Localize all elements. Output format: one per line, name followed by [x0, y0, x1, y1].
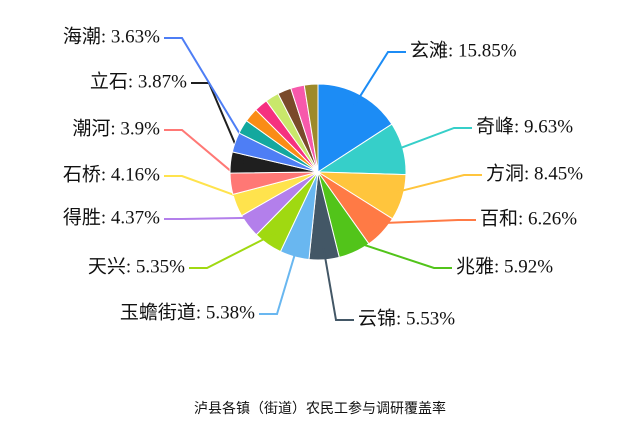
slice-label: 立石: 3.87% [90, 70, 187, 92]
slice-label: 方洞: 8.45% [486, 162, 583, 184]
leader-line [164, 129, 245, 183]
pie-slice [303, 83, 319, 173]
slice-label: 奇峰: 9.63% [476, 115, 573, 137]
leader-line [259, 243, 299, 315]
leader-line [389, 127, 472, 153]
slice-label: 得胜: 4.37% [63, 206, 160, 228]
slice-label: 石桥: 4.16% [63, 163, 160, 185]
leader-line [164, 216, 259, 220]
leader-line [189, 232, 276, 269]
leader-line [389, 174, 482, 195]
slice-label: 百和: 6.26% [480, 207, 577, 229]
slice-label: 玄滩: 15.85% [410, 39, 517, 61]
leader-line [372, 219, 476, 225]
slice-label: 海潮: 3.63% [63, 25, 160, 47]
leader-line [322, 246, 354, 321]
leader-line [348, 239, 452, 269]
slice-label: 兆雅: 5.92% [456, 255, 553, 277]
leader-line [164, 37, 249, 148]
leader-line [164, 175, 250, 202]
chart-title: 泸县各镇（街道）农民工参与调研覆盖率 [194, 400, 446, 417]
slice-label: 天兴: 5.35% [88, 255, 185, 277]
slice-label: 云锦: 5.53% [358, 307, 455, 329]
slice-label: 潮河: 3.9% [72, 117, 160, 139]
slice-label: 玉蟾街道: 5.38% [120, 301, 255, 323]
leader-line [352, 51, 406, 107]
